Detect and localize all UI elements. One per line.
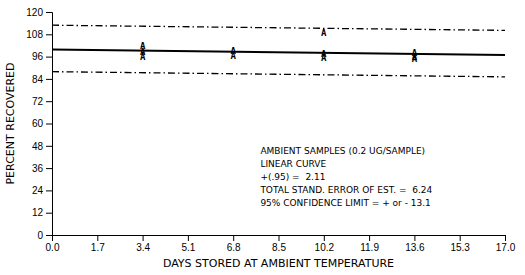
- x-tick: 0.0: [46, 235, 60, 253]
- x-tick-label: 8.5: [272, 242, 286, 253]
- y-tick-label: 120: [26, 7, 43, 18]
- annotation-line: 95% CONFIDENCE LIMIT = + or - 13.1: [260, 198, 430, 208]
- x-tick-mark: [143, 235, 144, 241]
- x-axis-line: [53, 236, 506, 242]
- y-tick: 72: [32, 96, 52, 107]
- x-axis: 0.0 1.7 3.4 5.1 6.8 8.5 10.2 11.9 13.6 15.3 17.0: [46, 235, 516, 253]
- x-tick-label: 10.2: [315, 242, 335, 253]
- x-tick-mark: [369, 235, 370, 241]
- y-tick-mark: [46, 79, 52, 80]
- x-tick-mark: [505, 235, 506, 241]
- y-axis: 0 12 24 36 48 60 72 84 96 108 120: [26, 7, 52, 241]
- annotation-line: TOTAL STAND. ERROR OF EST. = 6.24: [259, 185, 432, 195]
- x-tick-label: 17.0: [496, 242, 516, 253]
- confidence-line: [52, 72, 505, 77]
- x-tick-label: 3.4: [136, 242, 150, 253]
- y-tick-mark: [46, 124, 52, 125]
- x-tick: 8.5: [272, 235, 286, 253]
- y-tick-mark: [46, 101, 52, 102]
- annotation-line: +(.95) = 2.11: [260, 172, 325, 182]
- x-tick-label: 0.0: [46, 242, 60, 253]
- x-tick: 3.4: [136, 235, 150, 253]
- x-tick-mark: [414, 235, 415, 241]
- y-tick-mark: [46, 146, 52, 147]
- y-axis-title: PERCENT RECOVERED: [4, 62, 17, 184]
- x-axis-title: DAYS STORED AT AMBIENT TEMPERATURE: [163, 257, 394, 270]
- x-tick: 1.7: [91, 235, 105, 253]
- y-tick-mark: [46, 168, 52, 169]
- data-point: A: [321, 28, 327, 38]
- data-point: A: [321, 53, 327, 63]
- y-tick-label: 24: [32, 185, 44, 196]
- y-tick: 120: [26, 7, 52, 18]
- confidence-line: [52, 25, 505, 30]
- y-tick-label: 60: [32, 118, 44, 129]
- y-tick: 36: [32, 163, 52, 174]
- marks: AAAAAAAAAAA: [52, 25, 505, 77]
- y-tick-mark: [46, 57, 52, 58]
- x-tick-label: 15.3: [450, 242, 470, 253]
- data-point: A: [412, 54, 418, 64]
- annotation: AMBIENT SAMPLES (0.2 UG/SAMPLE) LINEAR CU…: [259, 146, 432, 208]
- y-tick-label: 36: [32, 163, 44, 174]
- y-tick: 60: [32, 118, 52, 129]
- annotation-line: AMBIENT SAMPLES (0.2 UG/SAMPLE): [260, 146, 425, 156]
- fit-line: [52, 50, 505, 56]
- y-tick-label: 108: [26, 29, 43, 40]
- x-tick-mark: [97, 235, 98, 241]
- y-tick-mark: [46, 235, 52, 236]
- y-tick: 24: [32, 185, 52, 196]
- x-tick-label: 11.9: [360, 242, 379, 253]
- y-tick: 108: [26, 29, 52, 40]
- y-tick-label: 96: [32, 51, 44, 62]
- plot: 0.0 1.7 3.4 5.1 6.8 8.5 10.2 11.9 13.6 15.3 17.0 0 1…: [4, 7, 516, 270]
- x-tick-mark: [460, 235, 461, 241]
- x-tick-mark: [324, 235, 325, 241]
- chart: 0.0 1.7 3.4 5.1 6.8 8.5 10.2 11.9 13.6 15.3 17.0 0 1…: [0, 0, 525, 275]
- y-tick-mark: [46, 34, 52, 35]
- x-tick: 11.9: [360, 235, 379, 253]
- x-tick: 15.3: [450, 235, 470, 253]
- x-tick-label: 1.7: [91, 242, 105, 253]
- y-tick-mark: [46, 213, 52, 214]
- x-tick: 13.6: [405, 235, 425, 253]
- y-tick-mark: [46, 12, 52, 13]
- y-tick: 48: [32, 141, 52, 152]
- x-tick-mark: [233, 235, 234, 241]
- x-tick-label: 5.1: [181, 242, 195, 253]
- y-tick-label: 48: [32, 141, 44, 152]
- x-tick: 6.8: [227, 235, 241, 253]
- x-tick-mark: [279, 235, 280, 241]
- y-tick-label: 84: [32, 74, 44, 85]
- data-point: A: [140, 52, 146, 62]
- x-tick-mark: [188, 235, 189, 241]
- y-tick: 96: [32, 51, 52, 62]
- x-tick-label: 13.6: [405, 242, 425, 253]
- y-tick-mark: [46, 190, 52, 191]
- annotation-line: LINEAR CURVE: [260, 159, 326, 169]
- y-axis-line: [46, 13, 53, 236]
- y-tick: 84: [32, 74, 52, 85]
- y-tick: 0: [37, 230, 52, 241]
- x-tick-label: 6.8: [227, 242, 241, 253]
- x-tick: 5.1: [181, 235, 195, 253]
- y-tick: 12: [32, 207, 52, 218]
- x-tick: 10.2: [315, 235, 335, 253]
- y-tick-label: 72: [32, 96, 44, 107]
- y-tick-label: 12: [32, 207, 44, 218]
- x-tick: 17.0: [496, 235, 516, 253]
- data-point: A: [230, 51, 236, 61]
- y-tick-label: 0: [37, 230, 43, 241]
